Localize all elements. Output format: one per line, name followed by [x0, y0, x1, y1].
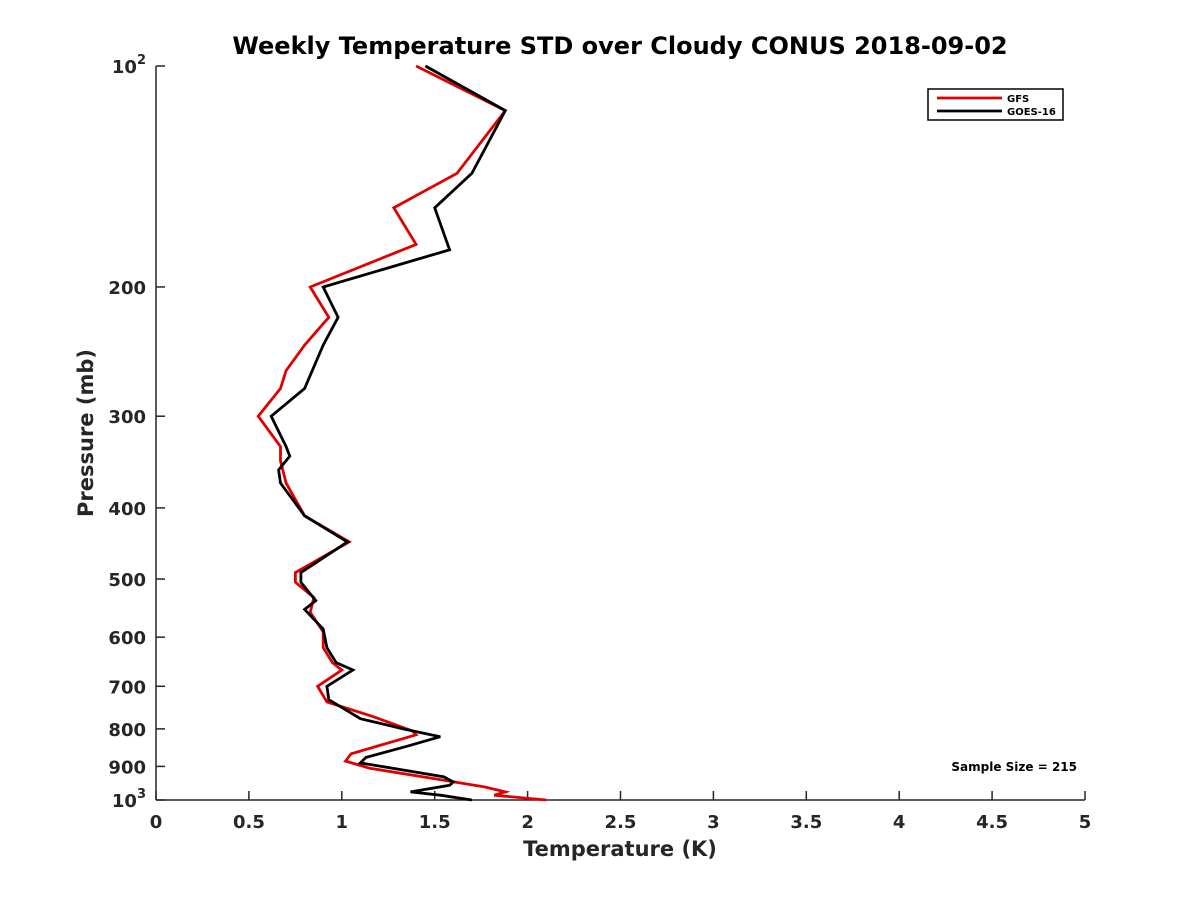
plot-area: 0 0.5 1 1.5 2 2.5 3 3.5 4 4.5 5 102 200 300 400 500 600…	[108, 53, 1091, 833]
x-tick-label: 0.5	[233, 812, 265, 833]
legend-label-gfs: GFS	[1007, 94, 1029, 105]
y-tick-label: 300	[108, 407, 146, 428]
y-tick-label: 700	[108, 677, 146, 698]
legend-label-goes-16: GOES-16	[1007, 107, 1056, 118]
x-tick-label: 3.5	[790, 812, 822, 833]
y-ticks: 102 200 300 400 500 600 700 800 900 103	[108, 53, 165, 812]
y-tick-label: 400	[108, 499, 146, 520]
x-tick-label: 3	[707, 812, 720, 833]
x-tick-label: 2	[521, 812, 534, 833]
x-tick-label: 2.5	[605, 812, 637, 833]
y-axis-label: Pressure (mb)	[74, 349, 98, 517]
x-tick-label: 4	[893, 812, 906, 833]
y-tick-label: 900	[108, 757, 146, 778]
y-tick-label: 500	[108, 570, 146, 591]
x-tick-label: 0	[150, 812, 163, 833]
legend-box	[927, 88, 1064, 121]
series-group	[256, 64, 547, 802]
y-tick-label: 800	[108, 720, 146, 741]
x-tick-label: 1	[336, 812, 349, 833]
x-ticks: 0 0.5 1 1.5 2 2.5 3 3.5 4 4.5 5	[150, 791, 1092, 833]
y-tick-label: 200	[108, 278, 146, 299]
sample-size-annotation: Sample Size = 215	[951, 760, 1077, 774]
y-tick-label: 600	[108, 628, 146, 649]
x-tick-label: 1.5	[419, 812, 451, 833]
x-axis-label: Temperature (K)	[523, 837, 717, 861]
chart-title: Weekly Temperature STD over Cloudy CONUS…	[232, 32, 1007, 60]
y-tick-label: 103	[112, 787, 146, 812]
x-tick-label: 5	[1079, 812, 1092, 833]
y-tick-label: 102	[112, 53, 146, 78]
x-tick-label: 4.5	[976, 812, 1008, 833]
legend: GFS GOES-16	[927, 88, 1064, 121]
series-line-goes-16	[269, 64, 508, 802]
